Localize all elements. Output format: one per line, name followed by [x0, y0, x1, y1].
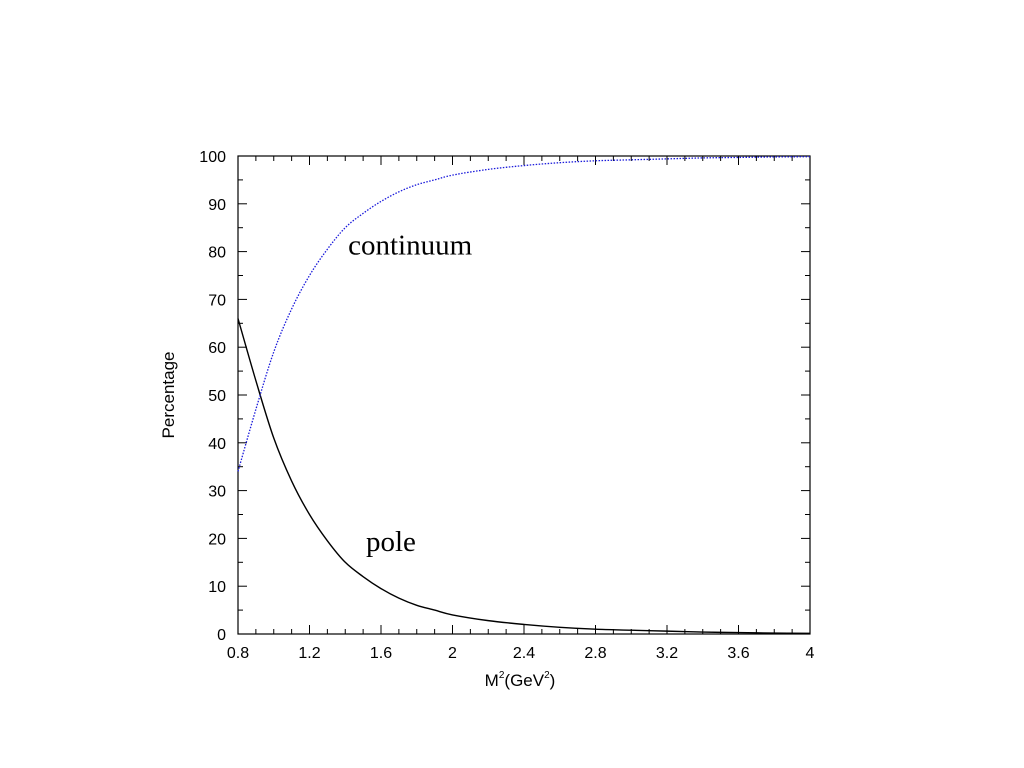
ticks — [237, 155, 811, 635]
tick-labels: 0.8 1.2 1.6 2 2.4 2.8 3.2 3.6 401020304050607080… — [199, 149, 814, 662]
x-tick-label: 2.8 — [584, 645, 606, 662]
series-line-continuum — [237, 156, 811, 472]
x-tick-label: 0.8 — [227, 645, 249, 662]
y-tick-label: 90 — [208, 197, 226, 214]
x-axis-title-unit-close: ) — [550, 671, 556, 690]
series-line-pole — [237, 318, 811, 634]
annotation-continuum: continuum — [348, 229, 472, 261]
x-tick-label: 1.6 — [370, 645, 392, 662]
x-axis-title-sup: 2 — [499, 670, 505, 681]
y-tick-label: 20 — [208, 531, 226, 548]
x-tick-label: 4 — [806, 645, 815, 662]
y-tick-label: 100 — [199, 149, 226, 166]
y-tick-label: 30 — [208, 484, 226, 501]
y-tick-label: 0 — [217, 627, 226, 644]
y-tick-label: 40 — [208, 436, 226, 453]
annotation-pole: pole — [366, 526, 416, 558]
x-tick-label: 1.2 — [298, 645, 320, 662]
x-tick-label: 2.4 — [513, 645, 535, 662]
y-tick-label: 60 — [208, 340, 226, 357]
x-tick-label: 2 — [448, 645, 457, 662]
y-tick-label: 80 — [208, 245, 226, 262]
series-lines — [237, 156, 811, 634]
y-tick-label: 50 — [208, 388, 226, 405]
x-tick-label: 3.6 — [727, 645, 749, 662]
x-axis-title: M2(GeV2) — [485, 670, 556, 690]
y-tick-label: 10 — [208, 579, 226, 596]
x-axis-title-unit-sup: 2 — [544, 670, 550, 681]
x-axis-title-base: M — [485, 671, 499, 690]
y-tick-label: 70 — [208, 292, 226, 309]
y-axis-title: Percentage — [159, 352, 178, 439]
plot-frame — [237, 155, 811, 635]
x-axis-title-unit-open: (GeV — [504, 671, 544, 690]
x-tick-label: 3.2 — [656, 645, 678, 662]
annotations: continuum pole — [348, 229, 472, 557]
